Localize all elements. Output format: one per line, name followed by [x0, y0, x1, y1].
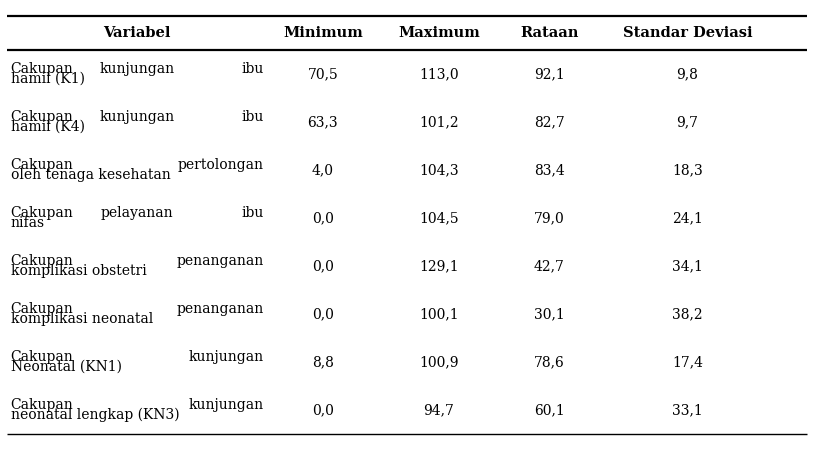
Text: ibu: ibu	[241, 110, 264, 124]
Text: kunjungan: kunjungan	[189, 397, 264, 412]
Text: oleh tenaga kesehatan: oleh tenaga kesehatan	[11, 168, 170, 182]
Text: komplikasi obstetri: komplikasi obstetri	[11, 264, 147, 278]
Text: ibu: ibu	[241, 62, 264, 76]
Text: 63,3: 63,3	[308, 115, 338, 129]
Text: Cakupan: Cakupan	[10, 110, 72, 124]
Text: 0,0: 0,0	[312, 211, 334, 225]
Text: 92,1: 92,1	[534, 67, 565, 81]
Text: Variabel: Variabel	[103, 26, 170, 40]
Text: kunjungan: kunjungan	[99, 62, 174, 76]
Text: kunjungan: kunjungan	[99, 110, 174, 124]
Text: nifas: nifas	[11, 216, 45, 230]
Text: 8,8: 8,8	[312, 355, 334, 369]
Text: Cakupan: Cakupan	[10, 254, 72, 268]
Text: 60,1: 60,1	[534, 403, 565, 417]
Text: hamil (K1): hamil (K1)	[11, 72, 85, 86]
Text: 0,0: 0,0	[312, 259, 334, 273]
Text: 9,8: 9,8	[676, 67, 698, 81]
Text: Neonatal (KN1): Neonatal (KN1)	[11, 360, 121, 374]
Text: 100,9: 100,9	[419, 355, 459, 369]
Text: Cakupan: Cakupan	[10, 158, 72, 172]
Text: komplikasi neonatal: komplikasi neonatal	[11, 312, 153, 326]
Text: 104,5: 104,5	[419, 211, 459, 225]
Text: 100,1: 100,1	[419, 307, 459, 321]
Text: Cakupan: Cakupan	[10, 397, 72, 412]
Text: 129,1: 129,1	[419, 259, 459, 273]
Text: pertolongan: pertolongan	[177, 158, 264, 172]
Text: 79,0: 79,0	[534, 211, 565, 225]
Text: 30,1: 30,1	[534, 307, 565, 321]
Text: 38,2: 38,2	[672, 307, 702, 321]
Text: 17,4: 17,4	[672, 355, 702, 369]
Text: penanganan: penanganan	[177, 302, 264, 316]
Text: Standar Deviasi: Standar Deviasi	[623, 26, 752, 40]
Text: neonatal lengkap (KN3): neonatal lengkap (KN3)	[11, 408, 179, 422]
Text: 4,0: 4,0	[312, 163, 334, 177]
Text: Cakupan: Cakupan	[10, 350, 72, 364]
Text: 78,6: 78,6	[534, 355, 565, 369]
Text: Rataan: Rataan	[520, 26, 579, 40]
Text: pelayanan: pelayanan	[100, 206, 173, 220]
Text: Minimum: Minimum	[283, 26, 363, 40]
Text: 0,0: 0,0	[312, 307, 334, 321]
Text: 70,5: 70,5	[308, 67, 339, 81]
Text: 104,3: 104,3	[419, 163, 459, 177]
Text: 24,1: 24,1	[672, 211, 702, 225]
Text: ibu: ibu	[241, 206, 264, 220]
Text: 34,1: 34,1	[672, 259, 702, 273]
Text: hamil (K4): hamil (K4)	[11, 120, 85, 134]
Text: 82,7: 82,7	[534, 115, 565, 129]
Text: penanganan: penanganan	[177, 254, 264, 268]
Text: 113,0: 113,0	[419, 67, 459, 81]
Text: 9,7: 9,7	[676, 115, 698, 129]
Text: 101,2: 101,2	[419, 115, 459, 129]
Text: 18,3: 18,3	[672, 163, 702, 177]
Text: 42,7: 42,7	[534, 259, 565, 273]
Text: Cakupan: Cakupan	[10, 302, 72, 316]
Text: 0,0: 0,0	[312, 403, 334, 417]
Text: kunjungan: kunjungan	[189, 350, 264, 364]
Text: 94,7: 94,7	[423, 403, 454, 417]
Text: Cakupan: Cakupan	[10, 62, 72, 76]
Text: Cakupan: Cakupan	[10, 206, 72, 220]
Text: Maximum: Maximum	[398, 26, 480, 40]
Text: 33,1: 33,1	[672, 403, 702, 417]
Text: 83,4: 83,4	[534, 163, 565, 177]
